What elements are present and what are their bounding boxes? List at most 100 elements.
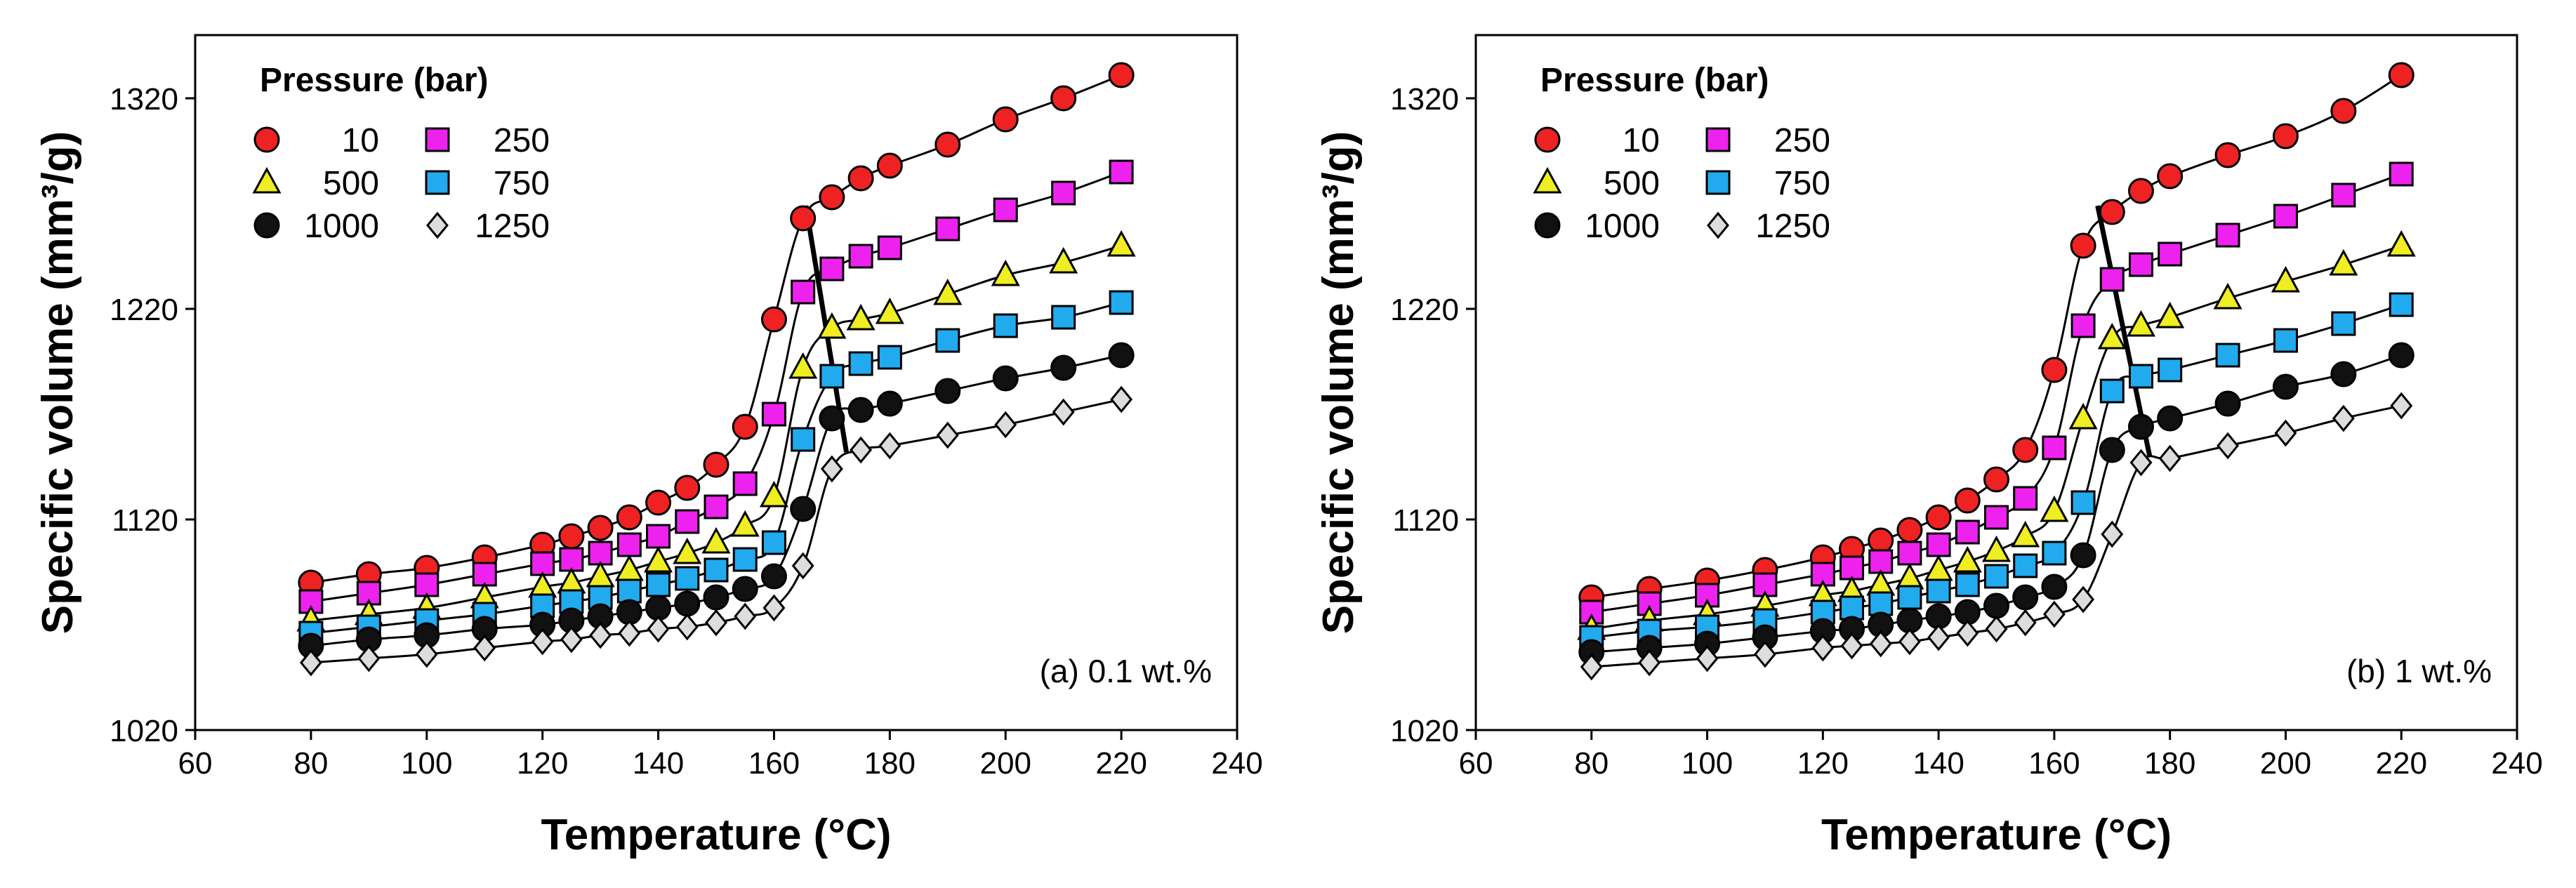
series-10 xyxy=(298,62,1135,596)
data-point xyxy=(2099,378,2125,404)
legend-marker xyxy=(426,211,449,239)
series-1000 xyxy=(1578,342,2415,665)
x-tick-label: 140 xyxy=(633,746,684,781)
data-point xyxy=(704,557,729,583)
data-point xyxy=(936,421,959,449)
data-point xyxy=(587,515,614,541)
data-point xyxy=(1110,385,1133,413)
data-point xyxy=(1868,527,1894,554)
x-tick-label: 120 xyxy=(517,746,568,781)
data-point xyxy=(734,602,757,630)
legend-label: 1250 xyxy=(1755,208,1830,245)
data-point xyxy=(1868,591,1894,616)
legend-item-750: 750 xyxy=(425,165,550,202)
data-point xyxy=(732,547,758,572)
data-point xyxy=(1108,62,1135,88)
y-tick-label: 1320 xyxy=(1390,82,1459,117)
data-point xyxy=(2099,199,2125,225)
x-tick-label: 140 xyxy=(1913,746,1964,781)
data-point xyxy=(674,590,701,617)
y-tick-label: 1020 xyxy=(110,714,178,748)
data-point xyxy=(935,216,960,241)
plot-frame xyxy=(194,34,1239,731)
legend: Pressure (bar) 10 500 1000 250 750 1250 xyxy=(252,62,550,245)
data-point xyxy=(817,312,847,339)
data-point xyxy=(2127,413,2154,440)
data-point xyxy=(732,576,758,602)
data-point xyxy=(2041,357,2068,383)
legend-item-10: 10 xyxy=(253,122,379,159)
data-point xyxy=(761,402,786,427)
data-point xyxy=(2331,183,2356,208)
x-tick-label: 60 xyxy=(178,746,213,781)
data-point xyxy=(1839,555,1865,581)
legend-label: 250 xyxy=(494,122,550,159)
data-point xyxy=(616,504,642,531)
legend-label: 1000 xyxy=(304,208,379,245)
data-point xyxy=(819,405,845,432)
x-tick-label: 220 xyxy=(2376,746,2427,781)
data-point xyxy=(1754,640,1776,668)
data-point xyxy=(847,397,874,423)
data-point xyxy=(1050,85,1077,112)
plot-frame xyxy=(1474,34,2518,731)
x-axis-title: Temperature (°C) xyxy=(1821,811,2172,859)
series-750 xyxy=(1579,292,2414,650)
data-point xyxy=(2158,444,2181,472)
data-point xyxy=(992,365,1019,392)
y-tick-label: 1020 xyxy=(1390,714,1459,748)
data-point xyxy=(759,480,788,508)
data-point xyxy=(1580,653,1603,681)
data-point xyxy=(1983,466,2009,493)
data-point xyxy=(2097,322,2127,350)
panel-label: (b) 1 wt.% xyxy=(2346,653,2492,689)
data-point xyxy=(1926,532,1951,557)
data-point xyxy=(788,352,818,379)
data-point xyxy=(2271,265,2300,293)
data-point xyxy=(1984,564,2009,589)
data-point xyxy=(2129,449,2153,477)
data-point xyxy=(704,494,729,519)
data-point xyxy=(2158,241,2183,267)
data-point xyxy=(645,489,672,516)
x-tick-label: 160 xyxy=(2028,746,2080,781)
data-point xyxy=(473,634,496,662)
data-point xyxy=(530,551,555,576)
data-point xyxy=(1811,634,1835,662)
data-point xyxy=(1051,180,1076,206)
data-point xyxy=(819,256,845,281)
data-point xyxy=(701,526,731,554)
data-point xyxy=(819,184,845,211)
data-point xyxy=(2390,392,2413,420)
x-tick-label: 100 xyxy=(1682,746,1733,781)
data-point xyxy=(1984,505,2009,530)
data-point xyxy=(646,572,671,597)
data-point xyxy=(2273,204,2298,229)
data-point xyxy=(2041,574,2068,600)
data-point xyxy=(1981,535,2012,562)
data-point xyxy=(2042,600,2066,628)
y-axis-title: Specific volume (mm³/g) xyxy=(1314,131,1363,635)
legend-title: Pressure (bar) xyxy=(260,62,488,99)
legend-item-250: 250 xyxy=(1705,122,1830,159)
legend-marker xyxy=(253,126,280,153)
chart-panel-a: 60 80 100 120 140 160 180 200 220 240 1020 1120 1220… xyxy=(34,34,1263,859)
data-point xyxy=(1897,585,1922,610)
legend-item-1000: 1000 xyxy=(253,208,379,245)
data-point xyxy=(588,541,613,566)
x-axis-title: Temperature (°C) xyxy=(541,811,891,859)
data-point xyxy=(850,436,873,464)
data-point xyxy=(2331,311,2356,336)
x-tick-label: 80 xyxy=(293,746,328,781)
data-point xyxy=(761,530,786,555)
data-point xyxy=(1839,595,1865,621)
data-point xyxy=(1953,545,1982,573)
data-point xyxy=(2389,161,2414,187)
data-point xyxy=(848,244,873,269)
data-point xyxy=(2272,373,2299,400)
data-point xyxy=(618,619,641,647)
data-point xyxy=(760,563,787,590)
data-point xyxy=(2126,310,2155,337)
x-tick-label: 80 xyxy=(1574,746,1609,781)
legend-marker xyxy=(1705,170,1731,195)
